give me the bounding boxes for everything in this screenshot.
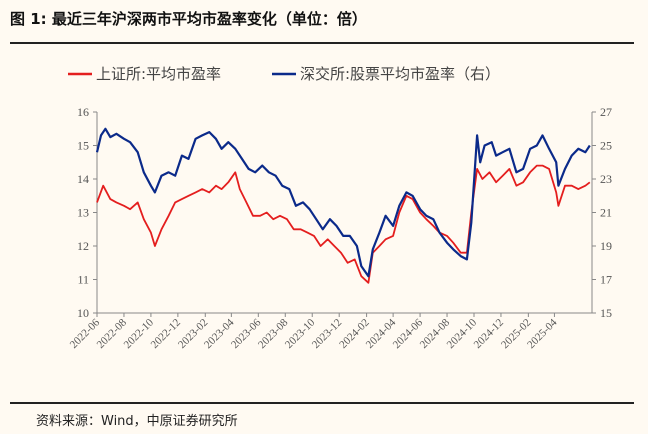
right-tick-label: 19 <box>600 239 612 253</box>
bottom-rule <box>10 402 634 404</box>
plot-area <box>95 127 591 284</box>
line-chart: 上证所:平均市盈率 深交所:股票平均市盈率（右） 10 11 12 13 14 15 16 15… <box>68 65 612 351</box>
legend: 上证所:平均市盈率 深交所:股票平均市盈率（右） <box>68 65 500 83</box>
legend-label-shanghai: 上证所:平均市盈率 <box>96 65 221 83</box>
x-tick-label: 2025-04 <box>525 316 560 351</box>
right-tick-label: 27 <box>600 105 612 119</box>
left-tick-label: 13 <box>77 206 89 220</box>
x-tick-label: 2023-12 <box>310 317 344 351</box>
left-tick-label: 10 <box>77 306 89 320</box>
series-line-shanghai <box>96 164 591 284</box>
right-tick-label: 25 <box>600 139 612 153</box>
right-tick-label: 17 <box>600 273 612 287</box>
right-tick-label: 21 <box>600 206 612 220</box>
source-note: 资料来源：Wind，中原证券研究所 <box>36 414 238 429</box>
left-tick-label: 14 <box>77 172 89 186</box>
series-line-shenzhen <box>95 127 591 278</box>
left-tick-label: 15 <box>77 139 89 153</box>
figure-title: 图 1: 最近三年沪深两市平均市盈率变化（单位：倍） <box>10 10 367 28</box>
legend-label-shenzhen: 深交所:股票平均市盈率（右） <box>300 65 500 83</box>
left-tick-label: 16 <box>77 105 89 119</box>
right-tick-label: 23 <box>600 172 612 186</box>
right-tick-label: 15 <box>600 306 612 320</box>
top-rule <box>10 42 634 44</box>
left-tick-label: 12 <box>77 239 89 253</box>
x-tick-label: 2024-12 <box>472 317 506 351</box>
left-tick-label: 11 <box>77 273 89 287</box>
x-tick-label: 2022-12 <box>149 317 183 351</box>
